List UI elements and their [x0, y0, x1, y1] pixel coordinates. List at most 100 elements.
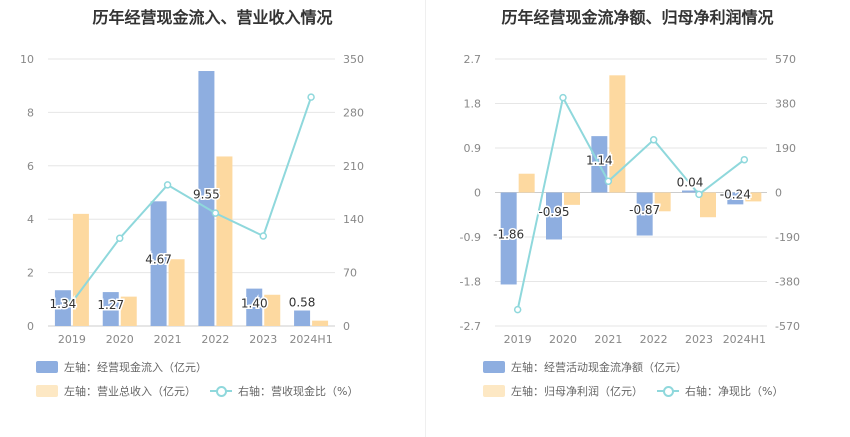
x-tick-label: 2019	[504, 333, 532, 346]
y-right-tick-label: 190	[775, 142, 796, 155]
line-series	[516, 94, 745, 310]
bar-secondary	[216, 156, 233, 326]
legend-label: 右轴：净现比（%）	[685, 385, 784, 398]
bar-secondary	[745, 192, 762, 202]
bar-secondary	[168, 259, 185, 326]
data-label: 0.58	[289, 296, 316, 310]
data-label: 1.14	[586, 153, 613, 167]
bar-primary	[682, 190, 698, 193]
data-label: 1.40	[241, 296, 268, 310]
legend-swatch-bar-icon	[36, 385, 58, 397]
bar-secondary	[654, 192, 671, 212]
data-label: 1.27	[97, 298, 124, 312]
legend-label: 左轴：经营活动现金流净额（亿元）	[511, 361, 687, 374]
chart-title: 历年经营现金流净额、归母净利润情况	[501, 8, 774, 27]
legend-item-net-cash[interactable]: 左轴：经营活动现金流净额（亿元）	[483, 359, 687, 375]
x-tick-label: 2022	[201, 333, 229, 346]
y-left-tick-label: 0.9	[464, 142, 482, 155]
y-right-tick-label: -190	[775, 231, 800, 244]
y-right-tick-label: 0	[343, 320, 350, 333]
y-right-tick-label: 210	[343, 160, 364, 173]
bar-secondary	[609, 75, 626, 193]
line-point	[740, 155, 749, 164]
data-label: 4.67	[145, 253, 172, 267]
data-label: 9.55	[193, 188, 220, 202]
line-point	[163, 181, 172, 189]
x-tick-label: 2019	[58, 333, 86, 346]
panel-divider	[425, 0, 426, 437]
line-point	[649, 136, 658, 144]
legend-label: 左轴：归母净利润（亿元）	[511, 385, 643, 398]
y-left-tick-label: -1.8	[460, 276, 481, 289]
bar-secondary	[120, 296, 137, 326]
x-tick-label: 2024H1	[289, 333, 332, 346]
data-label: -1.86	[493, 227, 524, 241]
x-tick-label: 2023	[249, 333, 277, 346]
x-tick-label: 2020	[106, 333, 134, 346]
y-right-tick-label: -570	[775, 320, 800, 333]
line-point	[604, 177, 613, 186]
legend-label: 左轴：营业总收入（亿元）	[64, 385, 196, 398]
bar-primary	[54, 290, 71, 326]
bar-secondary	[518, 173, 535, 193]
y-left-tick-label: 4	[27, 213, 34, 226]
legend-item-revenue[interactable]: 左轴：营业总收入（亿元）	[36, 383, 196, 399]
chart-title: 历年经营现金流入、营业收入情况	[92, 8, 333, 27]
legend-row-2: 左轴：营业总收入（亿元） 右轴：营收现金比（%）	[36, 383, 372, 399]
bar-primary	[727, 192, 744, 205]
y-left-tick-label: 8	[27, 106, 34, 119]
y-right-tick-label: 380	[775, 98, 796, 111]
y-left-tick-label: -2.7	[460, 320, 481, 333]
legend-item-net-profit[interactable]: 左轴：归母净利润（亿元）	[483, 383, 643, 399]
y-right-tick-label: 0	[775, 187, 782, 200]
legend-row-2: 左轴：归母净利润（亿元） 右轴：净现比（%）	[483, 383, 797, 399]
bar-primary	[294, 310, 311, 326]
x-tick-label: 2022	[640, 333, 668, 346]
y-right-tick-label: 70	[343, 267, 357, 280]
data-label: 1.34	[50, 297, 77, 311]
bar-secondary	[72, 213, 89, 326]
x-tick-label: 2024H1	[723, 333, 766, 346]
bar-secondary	[564, 192, 580, 205]
y-left-tick-label: 1.8	[464, 98, 482, 111]
line-point	[68, 298, 76, 307]
y-left-tick-label: 2.7	[464, 53, 482, 66]
bar-primary	[636, 192, 653, 236]
data-label: -0.95	[538, 205, 569, 219]
x-tick-label: 2021	[154, 333, 182, 346]
legend-item-net-cash-ratio[interactable]: 右轴：净现比（%）	[657, 383, 783, 399]
legend-item-revenue-cash-ratio[interactable]: 右轴：营收现金比（%）	[210, 383, 358, 399]
line-point	[116, 234, 124, 243]
legend-swatch-bar-icon	[36, 361, 58, 373]
bar-primary	[102, 292, 119, 326]
y-right-tick-label: 140	[343, 213, 364, 226]
bar-secondary	[264, 294, 281, 326]
line-point	[259, 232, 267, 240]
bar-primary	[546, 192, 562, 240]
legend-label: 右轴：营收现金比（%）	[238, 385, 359, 398]
y-left-tick-label: 10	[20, 53, 34, 66]
legend-swatch-bar-icon	[483, 385, 505, 397]
line-point	[513, 305, 522, 314]
y-left-tick-label: -0.9	[460, 231, 481, 244]
bar-primary	[198, 71, 215, 326]
line-point	[695, 190, 703, 199]
y-left-tick-label: 6	[27, 160, 34, 173]
x-tick-label: 2021	[594, 333, 622, 346]
y-left-tick-label: 2	[27, 267, 34, 280]
x-tick-label: 2023	[685, 333, 713, 346]
legend-label: 左轴：经营现金流入（亿元）	[64, 361, 207, 374]
legend-swatch-line-icon	[657, 385, 679, 397]
legend-item-cash-inflow[interactable]: 左轴：经营现金流入（亿元）	[36, 359, 207, 375]
chart-panel-cash-inflow-revenue: 历年经营现金流入、营业收入情况 0 2 4 6 8 10 0 70 140 210 280 350 20…	[20, 8, 372, 399]
y-right-tick-label: 570	[775, 53, 796, 66]
y-right-tick-label: 350	[343, 53, 364, 66]
line-point	[211, 209, 220, 217]
bar-secondary	[312, 320, 329, 326]
x-tick-label: 2020	[549, 333, 577, 346]
bar-primary	[500, 192, 517, 285]
legend-swatch-bar-icon	[483, 361, 505, 373]
y-right-tick-label: -380	[775, 276, 800, 289]
data-label: -0.87	[629, 203, 660, 217]
chart-svg-left: 0 2 4 6 8 10 0 70 140 210 280 350 2019 2020 2021 2022 20…	[20, 53, 364, 346]
